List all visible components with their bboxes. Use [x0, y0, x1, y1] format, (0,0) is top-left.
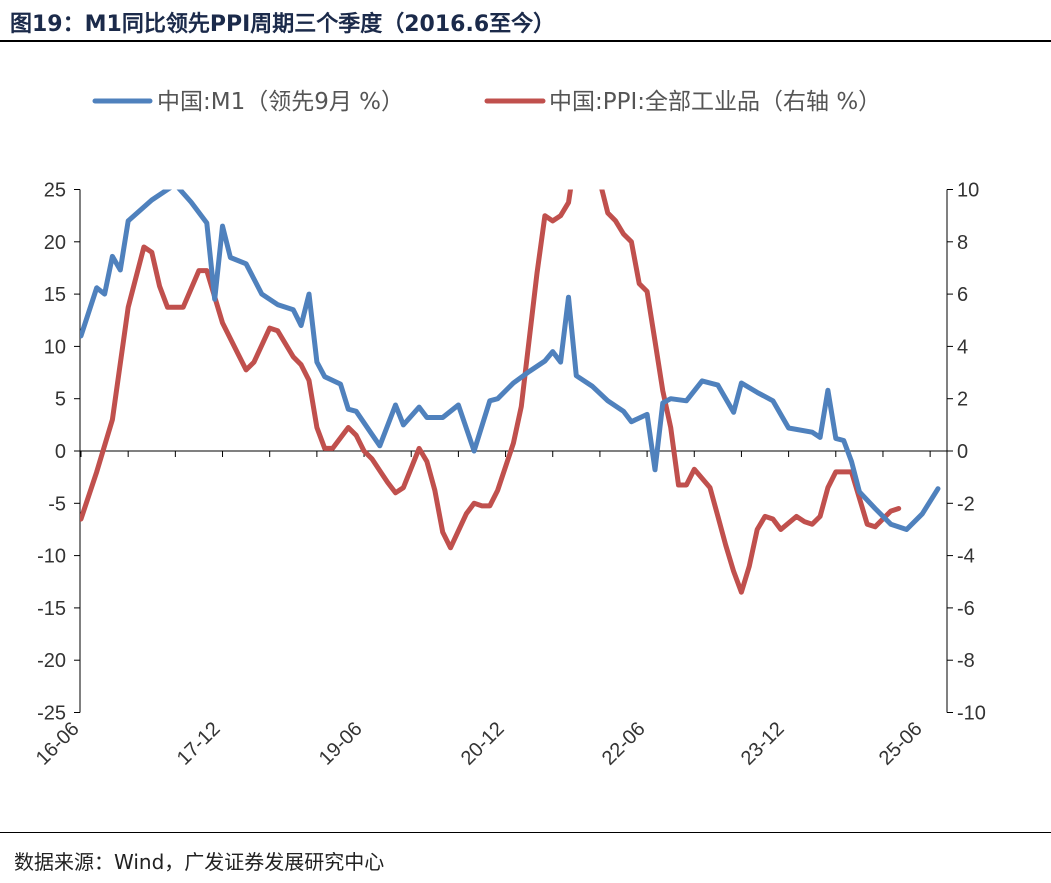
- ppi-series-line: [80, 189, 902, 595]
- x-tick-label: 23-12: [737, 718, 789, 770]
- left-y-tick-label: -15: [37, 598, 66, 620]
- right-y-tick-label: 8: [957, 232, 968, 254]
- right-y-tick-label: -8: [957, 650, 975, 672]
- bottom-rule: [0, 832, 1051, 833]
- right-y-tick-label: -6: [957, 598, 975, 620]
- left-y-tick-label: 25: [44, 180, 66, 202]
- left-y-tick-label: 15: [44, 284, 66, 306]
- x-tick-label: 17-12: [173, 718, 225, 770]
- left-y-tick-label: 5: [55, 389, 66, 411]
- legend-item-ppi-label: 中国:PPI:全部工业品（右轴 %）: [549, 89, 881, 115]
- right-y-tick-label: -2: [957, 493, 975, 515]
- dual-axis-line-chart: 中国:M1（领先9月 %） 中国:PPI:全部工业品（右轴 %） 25201510…: [32, 89, 986, 770]
- top-rule: [0, 40, 1051, 42]
- axes: 2520151050-5-10-15-20-251086420-2-4-6-8-…: [32, 180, 986, 770]
- right-y-tick-label: 2: [957, 389, 968, 411]
- left-y-tick-label: 10: [44, 336, 66, 358]
- x-tick-label: 16-06: [32, 718, 84, 770]
- x-tick-label: 20-12: [457, 718, 509, 770]
- right-y-tick-label: 0: [957, 441, 968, 463]
- right-y-tick-label: 10: [957, 180, 979, 202]
- left-y-tick-label: 20: [44, 232, 66, 254]
- left-y-tick-label: -25: [37, 703, 66, 725]
- x-tick-label: 19-06: [315, 718, 367, 770]
- m1-series-line: [80, 189, 941, 532]
- right-y-tick-label: 4: [957, 336, 968, 358]
- left-y-tick-label: 0: [55, 441, 66, 463]
- right-y-tick-label: -4: [957, 546, 975, 568]
- figure-title: 图19：M1同比领先PPI周期三个季度（2016.6至今）: [10, 12, 556, 37]
- right-y-tick-label: 6: [957, 284, 968, 306]
- x-tick-label: 22-06: [598, 718, 650, 770]
- left-y-tick-label: -20: [37, 650, 66, 672]
- right-y-tick-label: -10: [957, 703, 986, 725]
- series-lines: [80, 189, 941, 595]
- left-y-tick-label: -10: [37, 546, 66, 568]
- x-tick-label: 25-06: [875, 718, 927, 770]
- left-y-tick-label: -5: [48, 493, 66, 515]
- source-note: 数据来源：Wind，广发证券发展研究中心: [14, 850, 385, 874]
- legend: 中国:M1（领先9月 %） 中国:PPI:全部工业品（右轴 %）: [92, 89, 881, 115]
- legend-item-m1-label: 中国:M1（领先9月 %）: [157, 89, 404, 115]
